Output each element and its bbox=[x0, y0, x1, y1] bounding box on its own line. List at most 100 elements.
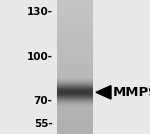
Bar bbox=[57, 114, 93, 115]
Bar bbox=[57, 98, 93, 99]
Bar bbox=[57, 42, 93, 43]
Bar bbox=[57, 99, 93, 100]
Bar bbox=[57, 18, 93, 19]
Bar bbox=[57, 47, 93, 48]
Text: MMP9: MMP9 bbox=[112, 86, 150, 99]
Bar bbox=[57, 46, 93, 47]
Bar bbox=[57, 56, 93, 57]
Bar bbox=[57, 128, 93, 129]
Bar bbox=[57, 104, 93, 105]
Bar bbox=[57, 85, 93, 86]
Bar bbox=[57, 75, 93, 76]
Bar bbox=[57, 95, 93, 96]
Bar bbox=[57, 51, 93, 52]
Bar bbox=[57, 100, 93, 101]
Bar bbox=[57, 0, 93, 1]
Bar bbox=[57, 91, 93, 92]
Bar bbox=[57, 20, 93, 21]
Bar bbox=[57, 48, 93, 49]
Bar bbox=[57, 27, 93, 28]
Bar bbox=[57, 87, 93, 88]
Bar bbox=[57, 116, 93, 117]
Bar bbox=[57, 21, 93, 22]
Bar bbox=[57, 9, 93, 10]
Bar bbox=[57, 93, 93, 94]
Bar bbox=[57, 12, 93, 13]
Text: 100-: 100- bbox=[27, 52, 52, 62]
Bar bbox=[57, 67, 93, 68]
Polygon shape bbox=[96, 86, 111, 99]
Bar bbox=[57, 65, 93, 66]
Bar bbox=[57, 13, 93, 14]
Bar bbox=[57, 97, 93, 98]
Bar bbox=[57, 31, 93, 32]
Bar bbox=[57, 92, 93, 93]
Bar bbox=[57, 72, 93, 73]
Bar bbox=[57, 76, 93, 77]
Bar bbox=[57, 131, 93, 132]
Bar bbox=[57, 121, 93, 122]
Bar bbox=[57, 15, 93, 16]
Bar bbox=[57, 69, 93, 70]
Bar bbox=[57, 133, 93, 134]
Bar bbox=[57, 45, 93, 46]
Bar bbox=[57, 130, 93, 131]
Bar bbox=[57, 3, 93, 4]
Bar bbox=[57, 102, 93, 103]
Bar bbox=[57, 25, 93, 26]
Bar bbox=[57, 132, 93, 133]
Bar bbox=[57, 126, 93, 127]
Bar bbox=[57, 10, 93, 11]
Bar bbox=[57, 124, 93, 125]
Bar bbox=[57, 108, 93, 109]
Bar bbox=[57, 33, 93, 34]
Bar bbox=[57, 96, 93, 97]
Bar bbox=[57, 52, 93, 53]
Bar bbox=[57, 103, 93, 104]
Bar bbox=[57, 84, 93, 85]
Bar bbox=[57, 111, 93, 112]
Bar bbox=[57, 82, 93, 83]
Bar bbox=[57, 57, 93, 58]
Bar bbox=[57, 5, 93, 6]
Bar bbox=[57, 35, 93, 36]
Bar bbox=[57, 37, 93, 38]
Bar bbox=[57, 105, 93, 106]
Bar bbox=[57, 83, 93, 84]
Bar bbox=[57, 106, 93, 107]
Bar bbox=[57, 113, 93, 114]
Bar bbox=[57, 88, 93, 89]
Bar bbox=[57, 49, 93, 50]
Text: 70-: 70- bbox=[34, 96, 52, 106]
Bar bbox=[57, 101, 93, 102]
Bar bbox=[57, 127, 93, 128]
Bar bbox=[57, 71, 93, 72]
Bar bbox=[57, 24, 93, 25]
Bar bbox=[57, 17, 93, 18]
Bar bbox=[57, 119, 93, 120]
Bar bbox=[57, 58, 93, 59]
Bar bbox=[57, 61, 93, 62]
Bar bbox=[57, 68, 93, 69]
Bar bbox=[57, 4, 93, 5]
Bar bbox=[57, 40, 93, 41]
Bar bbox=[57, 89, 93, 90]
Bar bbox=[57, 63, 93, 64]
Bar bbox=[57, 14, 93, 15]
Bar bbox=[57, 117, 93, 118]
Bar bbox=[57, 73, 93, 74]
Bar bbox=[57, 110, 93, 111]
Bar bbox=[57, 44, 93, 45]
Bar bbox=[57, 80, 93, 81]
Bar bbox=[57, 125, 93, 126]
Bar bbox=[57, 60, 93, 61]
Bar bbox=[57, 34, 93, 35]
Bar bbox=[57, 11, 93, 12]
Bar bbox=[57, 115, 93, 116]
Bar bbox=[57, 55, 93, 56]
Bar bbox=[57, 2, 93, 3]
Bar bbox=[57, 59, 93, 60]
Bar bbox=[57, 81, 93, 82]
Bar bbox=[57, 26, 93, 27]
Bar bbox=[57, 54, 93, 55]
